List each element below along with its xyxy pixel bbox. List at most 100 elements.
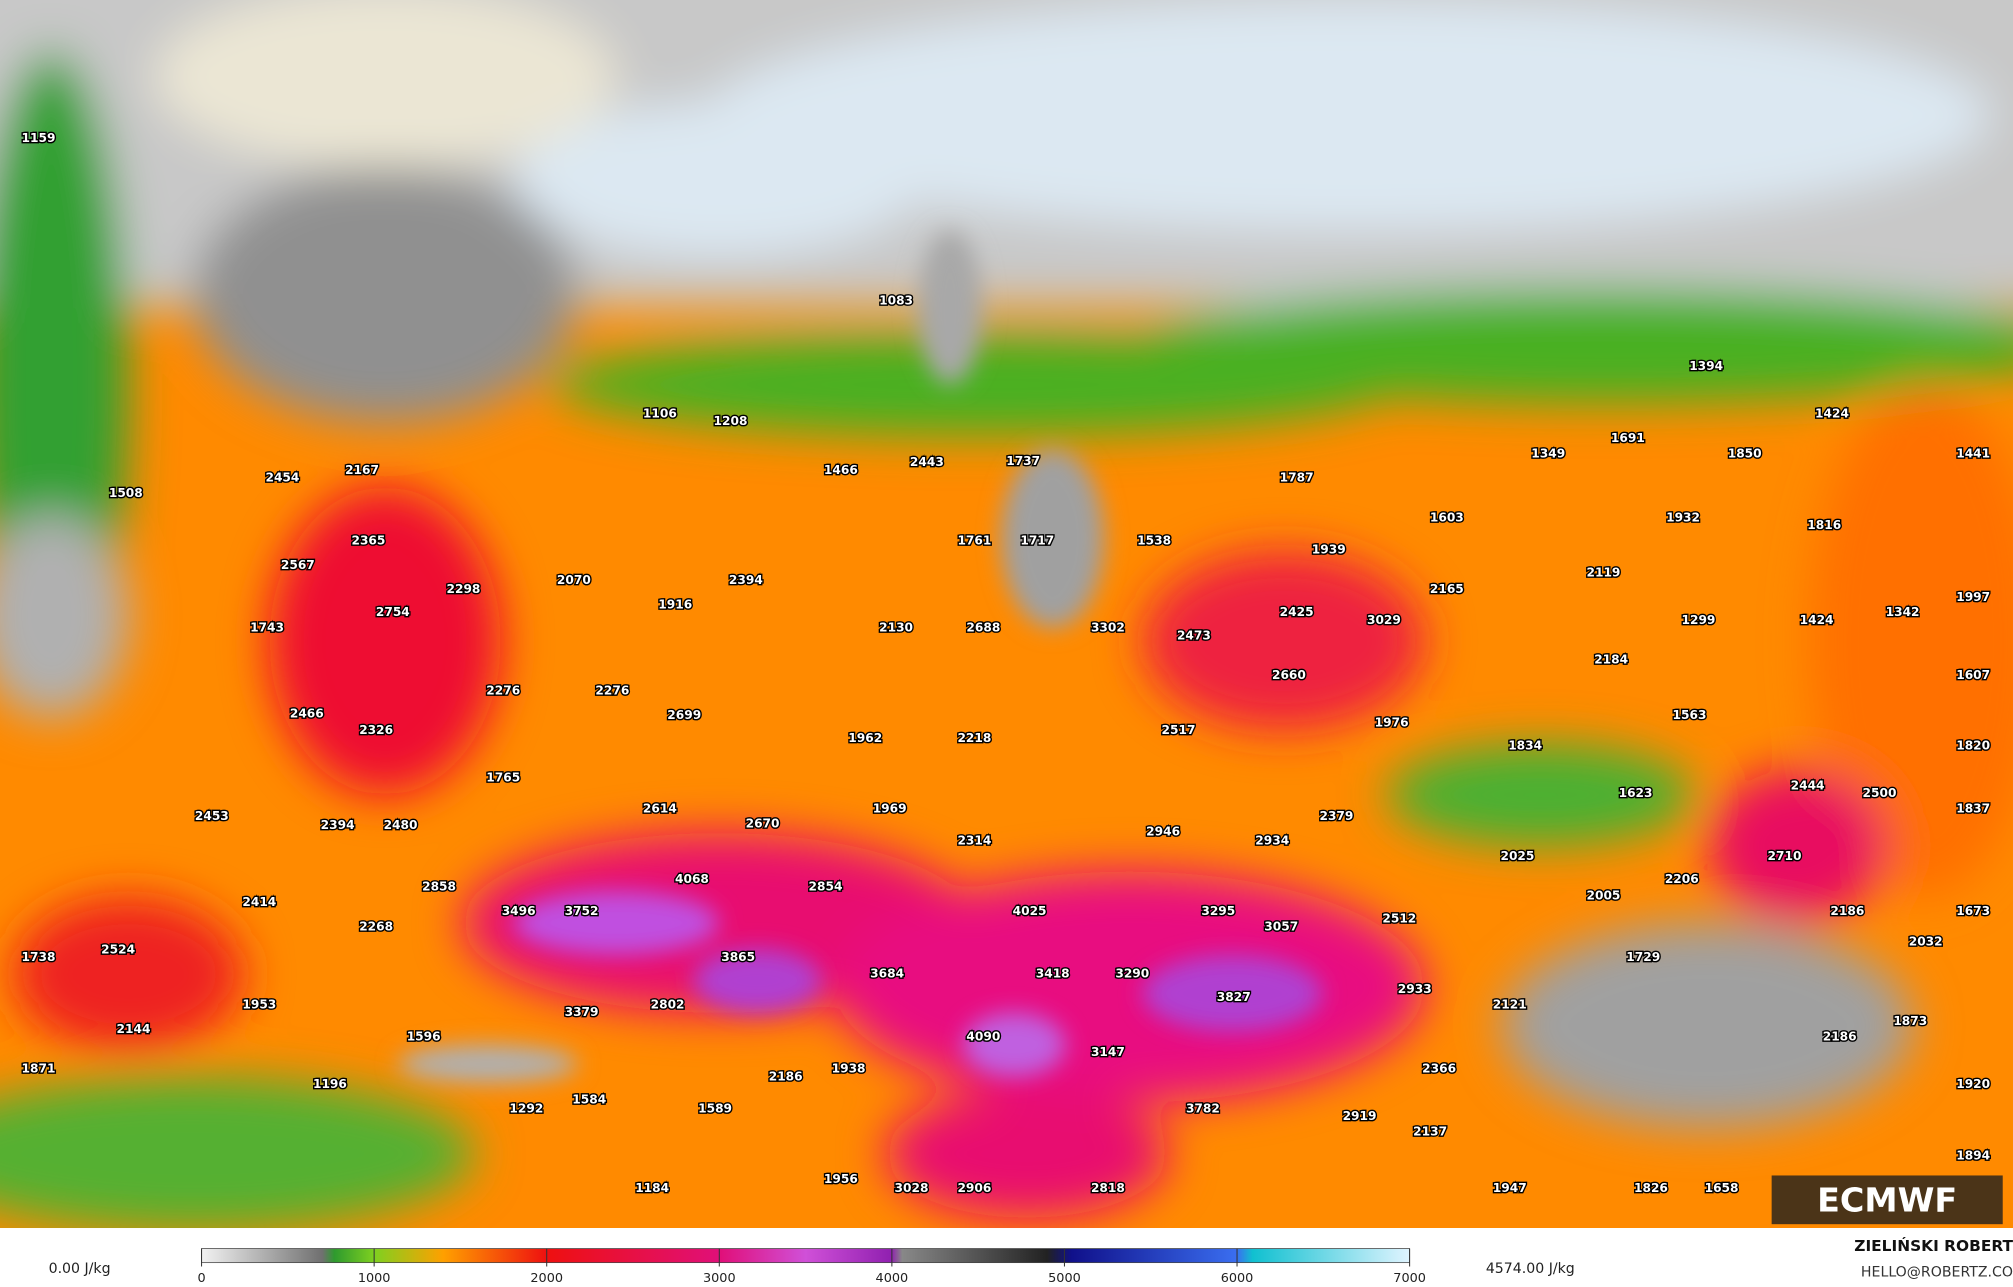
cape-label: 1761 (957, 533, 991, 547)
cape-label: 1342 (1886, 605, 1920, 619)
cape-label: 2394 (729, 573, 763, 587)
cape-label: 2005 (1587, 889, 1621, 903)
cape-label: 2500 (1863, 786, 1897, 800)
cape-label: 2688 (966, 621, 1000, 635)
cape-label: 1441 (1956, 446, 1990, 460)
cape-label: 3782 (1186, 1101, 1220, 1115)
colorbar-tick-label: 5000 (1048, 1271, 1081, 1286)
cape-label: 1737 (1006, 454, 1040, 468)
cape-label: 2453 (195, 809, 229, 823)
cape-label: 1394 (1689, 359, 1723, 373)
cape-label: 3028 (895, 1181, 929, 1195)
cape-label: 2165 (1430, 582, 1464, 596)
cape-label: 2394 (321, 818, 355, 832)
cape-label: 1424 (1815, 407, 1849, 421)
cape-label: 1837 (1956, 801, 1990, 815)
cape-label: 2466 (290, 707, 324, 721)
cape-label: 1563 (1673, 708, 1707, 722)
cape-label: 1920 (1956, 1077, 1990, 1091)
cape-label: 2710 (1768, 849, 1802, 863)
cape-label: 3379 (565, 1005, 599, 1019)
colorbar-tick-label: 7000 (1393, 1271, 1426, 1286)
cape-label: 2567 (281, 558, 315, 572)
cape-label: 4090 (966, 1030, 1000, 1044)
cape-label: 1589 (698, 1101, 732, 1115)
cape-label: 1938 (832, 1062, 866, 1076)
cape-label: 1184 (635, 1181, 669, 1195)
cape-label: 1159 (22, 131, 56, 145)
cape-label: 2379 (1319, 809, 1353, 823)
cape-label: 1976 (1375, 715, 1409, 729)
cape-label: 2524 (101, 942, 135, 956)
cape-label: 1717 (1020, 533, 1054, 547)
cape-label: 1820 (1956, 739, 1990, 753)
cape-label: 1826 (1634, 1181, 1668, 1195)
cape-label: 2218 (957, 731, 991, 745)
cape-label: 2906 (957, 1181, 991, 1195)
cape-label: 1603 (1430, 510, 1464, 524)
cape-label: 2454 (265, 471, 299, 485)
cape-label: 2130 (879, 621, 913, 635)
cape-label: 3865 (721, 950, 755, 964)
colorbar-tick-label: 6000 (1221, 1271, 1254, 1286)
cape-label: 2366 (1422, 1062, 1456, 1076)
cape-label: 1596 (407, 1030, 441, 1044)
cape-label: 2473 (1177, 628, 1211, 642)
colorbar-tick-label: 3000 (703, 1271, 736, 1286)
colorbar-tick-label: 4000 (876, 1271, 909, 1286)
cape-label: 2314 (957, 833, 991, 847)
cape-label: 2032 (1909, 935, 1943, 949)
cape-label: 1850 (1728, 446, 1762, 460)
cape-label: 1208 (714, 414, 748, 428)
cape-label: 2186 (769, 1069, 803, 1083)
cape-label: 3147 (1091, 1045, 1125, 1059)
cape-label: 1584 (572, 1092, 606, 1106)
cape-label: 2167 (345, 463, 379, 477)
cape-label: 2699 (667, 708, 701, 722)
cape-label: 1083 (879, 294, 913, 308)
cape-label: 1834 (1508, 739, 1542, 753)
cape-label: 2276 (595, 683, 629, 697)
cape-label: 1508 (109, 486, 143, 500)
cape-label: 3290 (1115, 967, 1149, 981)
cape-label: 3057 (1264, 919, 1298, 933)
cape-label: 2614 (643, 801, 677, 815)
cape-label: 1292 (509, 1101, 543, 1115)
cape-label: 2121 (1493, 997, 1527, 1011)
cape-label: 2444 (1791, 778, 1825, 792)
cape-label: 1787 (1280, 471, 1314, 485)
cape-label: 4025 (1013, 904, 1047, 918)
cape-label: 3302 (1091, 621, 1125, 635)
cape-label: 2934 (1255, 833, 1289, 847)
cape-label: 1623 (1619, 786, 1653, 800)
cape-label: 2517 (1162, 723, 1196, 737)
cape-label: 1871 (22, 1062, 56, 1076)
cape-label: 2025 (1500, 849, 1534, 863)
cape-label: 1673 (1956, 904, 1990, 918)
cape-label: 2184 (1594, 653, 1628, 667)
cape-label: 1894 (1956, 1149, 1990, 1163)
colorbar-max-label: 4574.00 J/kg (1486, 1261, 1575, 1277)
cape-label: 2276 (486, 683, 520, 697)
cape-label: 2480 (384, 818, 418, 832)
cape-label: 2933 (1398, 982, 1432, 996)
cape-label: 2206 (1665, 872, 1699, 886)
cape-label: 2854 (809, 880, 843, 894)
cape-label: 2119 (1587, 566, 1621, 580)
cape-label: 1997 (1956, 590, 1990, 604)
cape-label: 1932 (1666, 510, 1700, 524)
colorbar-tick-label: 0 (197, 1271, 205, 1286)
cape-label: 2326 (359, 723, 393, 737)
cape-label: 1962 (848, 731, 882, 745)
logo: ECMWF (1817, 1180, 1957, 1219)
cape-label: 1765 (486, 771, 520, 785)
cape-label: 1607 (1956, 668, 1990, 682)
credit-email: HELLO@ROBERTZ.CO (1861, 1265, 2013, 1281)
cape-label: 3684 (870, 967, 904, 981)
cape-label: 2137 (1413, 1124, 1447, 1138)
cape-label: 1916 (658, 598, 692, 612)
cape-label: 2512 (1382, 912, 1416, 926)
cape-label: 2425 (1280, 605, 1314, 619)
colorbar-min-label: 0.00 J/kg (49, 1261, 111, 1277)
